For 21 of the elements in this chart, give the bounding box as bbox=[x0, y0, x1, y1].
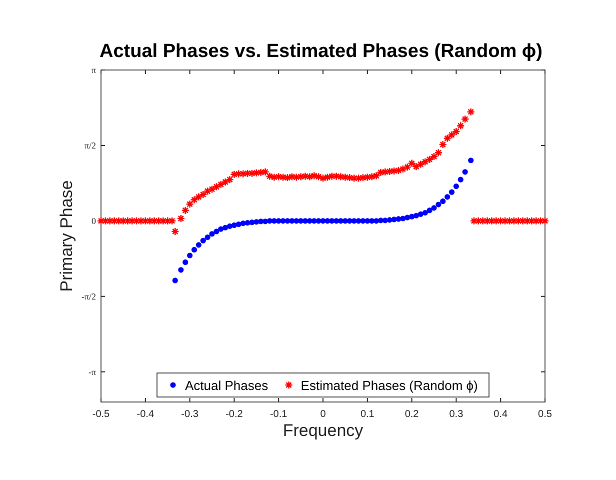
x-tick-label: 0.4 bbox=[494, 409, 508, 420]
y-tick-label: π/2 bbox=[84, 140, 96, 150]
x-tick-label: 0.3 bbox=[449, 409, 464, 420]
x-tick-label: -0.2 bbox=[226, 409, 244, 420]
x-tick-label: -0.1 bbox=[270, 409, 288, 420]
x-axis-title: Frequency bbox=[282, 421, 364, 440]
x-tick-label: -0.3 bbox=[181, 409, 199, 420]
x-tick-label: 0.2 bbox=[404, 409, 420, 420]
y-tick-label: 0 bbox=[92, 216, 96, 226]
legend-label: Actual Phases bbox=[185, 378, 269, 393]
legend-label: Estimated Phases (Random ϕ) bbox=[300, 378, 478, 393]
x-tick-label: 0.1 bbox=[360, 409, 375, 420]
y-tick-label: -π/2 bbox=[81, 291, 96, 302]
y-tick-label: π bbox=[91, 65, 96, 75]
x-tick-label: 0.5 bbox=[538, 409, 552, 420]
x-tick-label: -0.4 bbox=[136, 409, 154, 420]
x-tick-label: 0 bbox=[320, 409, 326, 420]
y-axis-title: Primary Phase bbox=[57, 180, 76, 292]
y-tick-label: -π bbox=[88, 366, 96, 377]
x-tick-label: -0.5 bbox=[92, 409, 110, 420]
chart-title: Actual Phases vs. Estimated Phases (Random ϕ) bbox=[100, 41, 542, 62]
